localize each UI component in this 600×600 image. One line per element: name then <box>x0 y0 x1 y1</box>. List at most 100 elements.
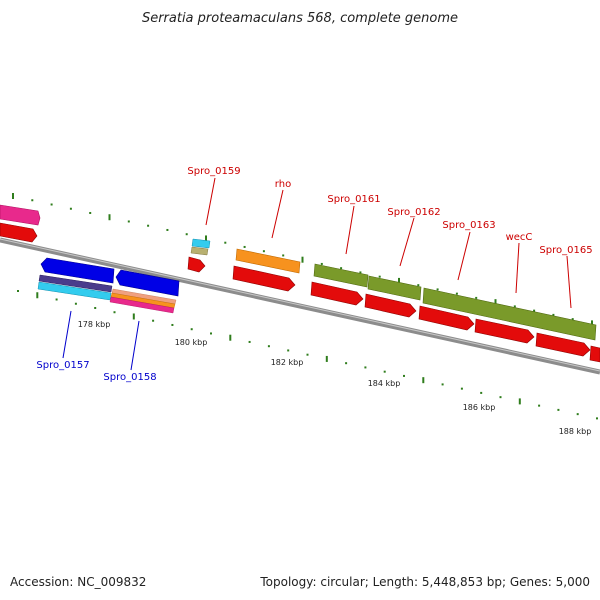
minor-tick <box>210 332 212 335</box>
gene-red-2 <box>187 256 206 273</box>
minor-tick <box>455 292 458 295</box>
gene-label-spro-0159: Spro_0159 <box>187 166 240 177</box>
scale-label: 184 kbp <box>368 379 401 388</box>
minor-tick <box>55 298 58 301</box>
minor-tick <box>557 408 560 411</box>
topology-summary: Topology: circular; Length: 5,448,853 bp… <box>259 575 590 589</box>
minor-tick <box>480 391 483 394</box>
tick-marks <box>12 193 598 420</box>
gene-red-3 <box>232 265 296 292</box>
gene-red-8 <box>535 332 591 357</box>
minor-tick <box>94 306 97 309</box>
major-tick <box>398 277 400 284</box>
major-tick <box>494 299 497 306</box>
scale-label: 182 kbp <box>271 358 304 367</box>
reverse-label-lines <box>62 310 140 371</box>
minor-tick <box>320 262 323 265</box>
gene-red-5 <box>364 293 417 318</box>
scale-label: 188 kbp <box>559 427 592 436</box>
major-tick <box>108 214 111 221</box>
genome-backbone <box>0 237 600 375</box>
gene-red-4 <box>310 281 364 306</box>
minor-tick <box>460 387 463 390</box>
minor-tick <box>243 245 246 248</box>
minor-tick <box>248 340 251 343</box>
minor-tick <box>171 323 174 326</box>
gene-spro-0163-wecc <box>422 287 597 341</box>
major-tick <box>12 193 14 199</box>
forward-lane-lower <box>0 222 600 363</box>
major-tick <box>229 334 232 341</box>
scale-label: 180 kbp <box>175 338 208 347</box>
gene-label-spro-0158: Spro_0158 <box>103 372 156 383</box>
minor-tick <box>378 275 381 278</box>
gene-label-spro-0162: Spro_0162 <box>387 207 440 218</box>
gene-spro-0158-blue <box>115 269 180 297</box>
gene-pink-lower <box>109 296 175 314</box>
minor-tick <box>364 366 367 369</box>
minor-tick <box>262 250 265 253</box>
forward-label-lines <box>205 177 572 309</box>
forward-gene-labels: Spro_0159 rho Spro_0161 Spro_0162 Spro_0… <box>187 166 592 256</box>
scale-label: 186 kbp <box>463 403 496 412</box>
gene-label-spro-0163: Spro_0163 <box>442 220 495 231</box>
minor-tick <box>113 311 116 314</box>
minor-tick <box>552 313 555 316</box>
forward-lane-upper <box>0 204 597 341</box>
minor-tick <box>282 254 285 257</box>
minor-tick <box>190 328 193 331</box>
genome-backbone-highlight <box>0 238 600 372</box>
major-tick <box>36 292 39 299</box>
minor-tick <box>513 305 516 308</box>
minor-tick <box>306 353 309 356</box>
minor-tick <box>596 417 598 420</box>
gene-purple <box>38 274 113 293</box>
minor-tick <box>166 228 169 231</box>
gene-rho <box>235 248 301 274</box>
minor-tick <box>267 345 270 348</box>
minor-tick <box>224 241 227 244</box>
minor-tick <box>152 319 155 322</box>
scale-labels: 178 kbp 180 kbp 182 kbp 184 kbp 186 kbp … <box>78 320 592 436</box>
gene-cyan-small <box>191 238 211 249</box>
minor-tick <box>147 224 150 227</box>
major-tick <box>301 256 304 263</box>
minor-tick <box>533 309 536 312</box>
reverse-lane <box>37 257 180 314</box>
gene-red-6 <box>418 305 475 331</box>
minor-tick <box>359 271 362 274</box>
minor-tick <box>441 383 444 386</box>
gene-pink-upper <box>0 204 41 226</box>
minor-tick <box>340 267 343 270</box>
gene-cyan-long <box>37 281 112 301</box>
major-tick <box>205 235 207 242</box>
minor-tick <box>436 288 439 291</box>
gene-spro-0162 <box>367 275 422 301</box>
minor-tick <box>499 396 502 399</box>
minor-tick <box>185 233 188 236</box>
gene-spro-0161 <box>313 263 369 288</box>
minor-tick <box>69 207 72 210</box>
major-tick <box>591 320 593 327</box>
minor-tick <box>89 211 92 214</box>
accession-text: Accession: NC_009832 <box>10 575 146 589</box>
major-tick <box>325 355 328 362</box>
gene-label-spro-0161: Spro_0161 <box>327 194 380 205</box>
major-tick <box>422 377 425 384</box>
gene-red-9 <box>589 345 600 363</box>
minor-tick <box>403 374 405 377</box>
minor-tick <box>417 284 420 287</box>
reverse-gene-labels: Spro_0157 Spro_0158 <box>36 360 156 383</box>
minor-tick <box>287 349 290 352</box>
gene-tan-small <box>190 246 209 256</box>
gene-red-7 <box>474 318 535 344</box>
gene-label-wecc: wecC <box>506 232 533 243</box>
minor-tick <box>571 318 574 321</box>
minor-tick <box>74 302 77 305</box>
major-tick <box>518 398 521 405</box>
map-title: Serratia proteamaculans 568, complete ge… <box>142 11 458 26</box>
major-tick <box>132 313 135 320</box>
minor-tick <box>50 203 53 206</box>
scale-label: 178 kbp <box>78 320 111 329</box>
gene-label-rho: rho <box>275 179 291 190</box>
